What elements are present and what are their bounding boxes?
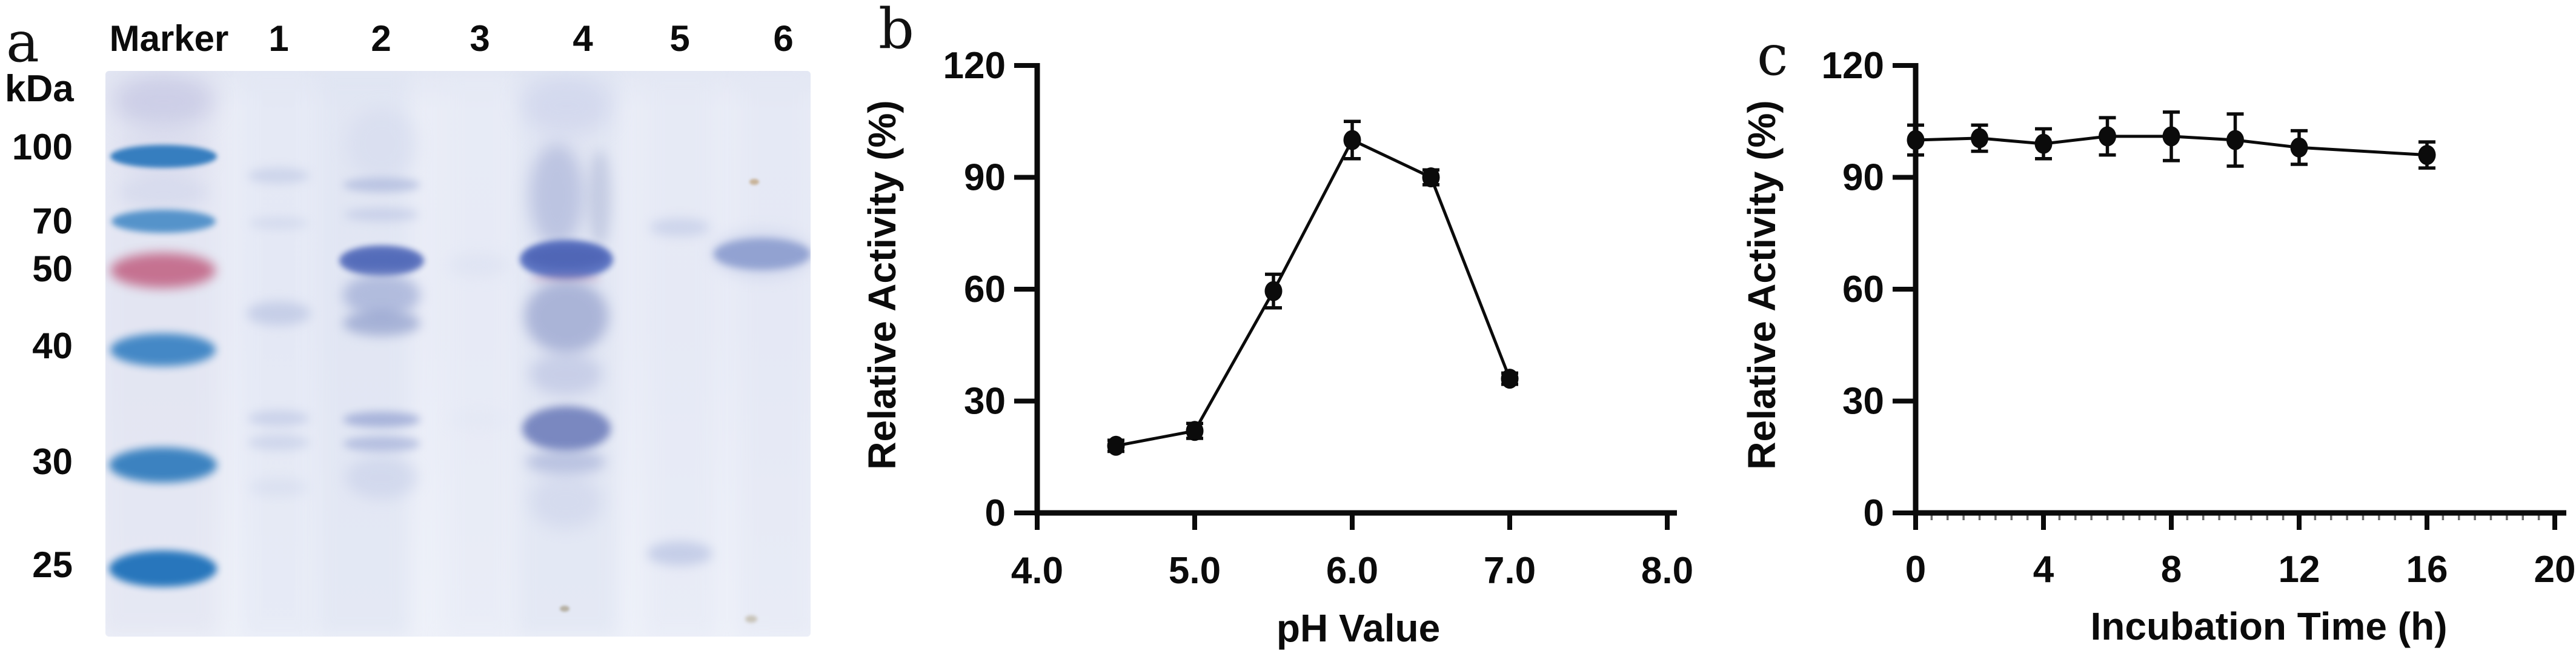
gel-band <box>110 253 216 288</box>
lane-label-4: 4 <box>573 18 593 59</box>
svg-text:5.0: 5.0 <box>1169 550 1221 592</box>
lane-label-5: 5 <box>669 18 690 59</box>
ladder-label-70: 70 <box>32 201 73 241</box>
svg-text:90: 90 <box>1842 157 1884 199</box>
svg-text:20: 20 <box>2534 549 2576 591</box>
gel-band <box>343 178 420 192</box>
svg-text:120: 120 <box>943 45 1006 87</box>
gel-band <box>343 310 420 336</box>
gel-unit-label: kDa <box>5 68 74 110</box>
gel-band <box>343 412 420 427</box>
svg-text:30: 30 <box>1842 381 1884 423</box>
gel-image <box>105 71 811 637</box>
gel-band <box>343 436 420 452</box>
gel-band <box>526 450 606 474</box>
gel-band <box>529 474 602 529</box>
gel-lane-streak <box>317 71 410 637</box>
gel-band <box>110 145 217 168</box>
svg-text:Incubation Time (h): Incubation Time (h) <box>2090 604 2447 648</box>
gel-band <box>249 216 308 230</box>
gel-band <box>113 75 214 128</box>
gel-band <box>247 301 311 326</box>
gel-band <box>248 435 310 450</box>
gel-band <box>249 478 308 497</box>
lane-label-marker: Marker <box>109 18 229 59</box>
gel-band <box>647 541 712 566</box>
ladder-label-40: 40 <box>32 326 73 366</box>
gel-band <box>345 250 418 270</box>
lane-label-6: 6 <box>773 18 794 59</box>
ph-activity-chart: 0 30 60 90 120 4.0 5.0 6.0 7.0 8.0 pH Value Relativ… <box>860 45 1693 650</box>
gel-lane-streak <box>242 71 315 637</box>
lane-label-2: 2 <box>371 18 391 59</box>
svg-text:Relative Activity (%): Relative Activity (%) <box>860 100 904 469</box>
gel-band <box>248 168 310 184</box>
svg-text:6.0: 6.0 <box>1326 550 1378 592</box>
gel-band <box>109 551 217 587</box>
gel-lane-streak <box>738 71 811 637</box>
svg-text:12: 12 <box>2279 549 2320 591</box>
svg-text:90: 90 <box>964 157 1006 199</box>
svg-text:8: 8 <box>2161 549 2182 591</box>
ladder-label-25: 25 <box>32 544 73 585</box>
gel-band <box>248 410 310 426</box>
gel-band <box>749 179 759 185</box>
svg-text:Relative Activity (%): Relative Activity (%) <box>1745 100 1784 469</box>
ladder-label-100: 100 <box>12 127 73 167</box>
gel-lane-streak <box>445 71 514 637</box>
svg-text:pH Value: pH Value <box>1276 606 1440 650</box>
gel-band <box>522 406 611 451</box>
gel-band <box>109 447 217 483</box>
gel-band <box>589 150 611 247</box>
gel-band <box>111 210 216 233</box>
gel-band <box>448 253 510 277</box>
gel-band <box>119 175 208 209</box>
svg-text:0: 0 <box>985 492 1006 534</box>
svg-text:7.0: 7.0 <box>1484 550 1536 592</box>
gel-band <box>526 245 607 269</box>
svg-text:0: 0 <box>1864 492 1884 534</box>
time-stability-chart: 0 30 60 90 120 0 4 8 12 16 20 Incubation Time (h) Re… <box>1745 45 2576 648</box>
svg-text:60: 60 <box>1842 269 1884 310</box>
gel-band <box>343 274 420 316</box>
svg-text:60: 60 <box>964 269 1006 310</box>
svg-text:16: 16 <box>2406 549 2448 591</box>
lane-label-1: 1 <box>268 18 289 59</box>
gel-band <box>745 615 757 623</box>
gel-band <box>529 144 584 247</box>
gel-band <box>347 107 417 180</box>
ladder-label-50: 50 <box>32 249 73 289</box>
gel-band <box>529 353 602 395</box>
gel-band <box>714 238 811 270</box>
svg-text:0: 0 <box>1905 549 1926 591</box>
svg-text:8.0: 8.0 <box>1641 550 1693 592</box>
ladder-label-30: 30 <box>32 441 73 482</box>
gel-band <box>529 275 602 283</box>
svg-text:4: 4 <box>2033 549 2054 591</box>
panel-c-letter: c <box>1757 23 1788 88</box>
gel-band <box>110 333 216 366</box>
gel-band <box>345 457 418 499</box>
svg-text:30: 30 <box>964 381 1006 423</box>
lane-label-3: 3 <box>470 18 490 59</box>
panel-a-letter: a <box>6 10 39 75</box>
gel-band <box>448 410 510 429</box>
gel-band <box>525 280 608 353</box>
gel-band <box>560 606 569 612</box>
panel-b-letter: b <box>878 0 914 61</box>
svg-text:4.0: 4.0 <box>1011 550 1063 592</box>
gel-band <box>521 77 612 135</box>
gel-band <box>344 208 419 221</box>
svg-text:120: 120 <box>1822 45 1884 87</box>
gel-band <box>649 218 710 236</box>
